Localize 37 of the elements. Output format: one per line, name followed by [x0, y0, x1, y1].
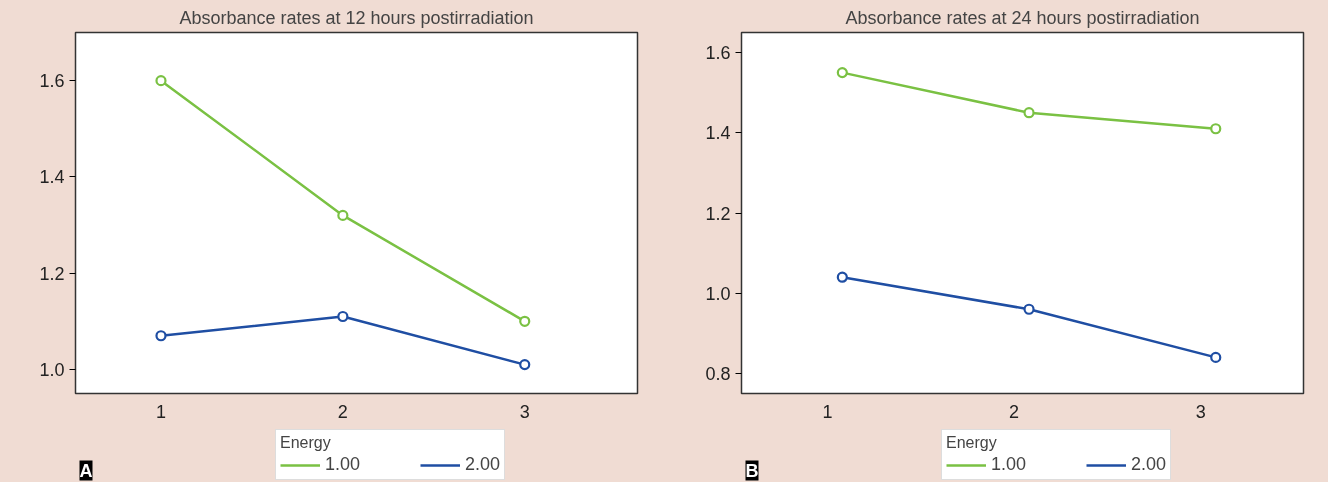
text: B	[745, 460, 759, 481]
legend-label: 1.00	[325, 454, 361, 475]
x-tick-label: 2	[337, 401, 348, 422]
point	[519, 315, 531, 327]
y-tick-label: 1.4	[39, 167, 65, 188]
x-tick-label: 2	[1009, 401, 1020, 422]
x-tick-label: 3	[1195, 401, 1206, 422]
chart-title: Absorbance rates at 24 hours postirradiation	[845, 7, 1200, 28]
y-tick-label: 1.2	[705, 203, 731, 224]
point	[1023, 107, 1035, 119]
point	[1023, 303, 1035, 315]
legend-label: 1.00	[991, 454, 1027, 475]
y-tick-label: 0.8	[705, 363, 731, 384]
point	[1210, 351, 1222, 363]
text: A	[79, 460, 93, 481]
x-tick-label: 1	[155, 401, 166, 422]
point	[337, 209, 349, 221]
point	[155, 75, 167, 87]
y-tick-label: 1.0	[39, 359, 65, 380]
x-tick-label: 1	[822, 401, 833, 422]
legend-label: 2.00	[1131, 454, 1167, 475]
point	[519, 359, 531, 371]
point	[337, 310, 349, 323]
point	[1210, 123, 1222, 135]
point	[836, 271, 848, 283]
legend-title: Energy	[946, 434, 998, 452]
legend-title: Energy	[280, 434, 332, 452]
y-tick-label: 1.6	[705, 43, 731, 64]
y-tick-label: 1.4	[705, 123, 731, 144]
y-tick-label: 1.0	[705, 283, 731, 304]
point	[836, 67, 848, 79]
legend-label: 2.00	[465, 454, 501, 475]
chart-title: Absorbance rates at 12 hours postirradiation	[179, 7, 534, 28]
y-tick-label: 1.2	[39, 263, 65, 284]
x-tick-label: 3	[519, 401, 530, 422]
point	[155, 330, 167, 342]
y-tick-label: 1.6	[39, 71, 65, 92]
